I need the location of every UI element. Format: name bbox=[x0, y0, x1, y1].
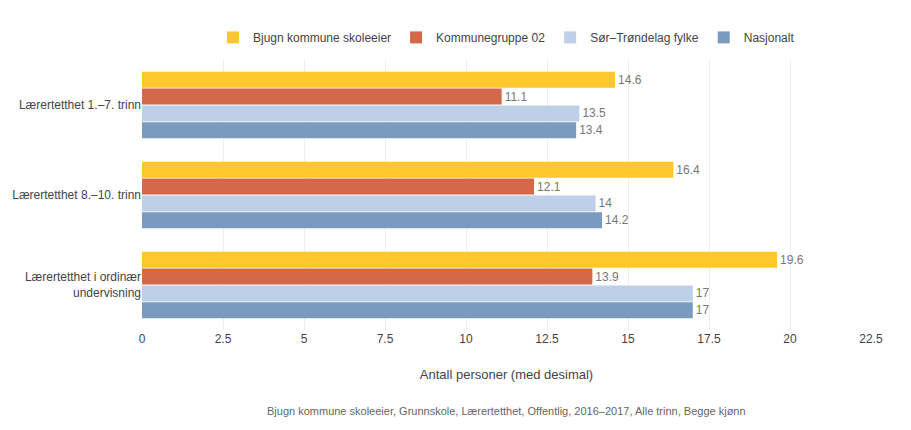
svg-text:10: 10 bbox=[459, 332, 473, 346]
svg-text:Lærertetthet 8.–10. trinn: Lærertetthet 8.–10. trinn bbox=[12, 188, 141, 202]
svg-text:22.5: 22.5 bbox=[859, 332, 883, 346]
svg-text:11.1: 11.1 bbox=[505, 90, 528, 104]
svg-text:13.9: 13.9 bbox=[595, 270, 619, 284]
svg-text:Lærertetthet i ordinærundervis: Lærertetthet i ordinærundervisning bbox=[25, 270, 141, 300]
svg-text:17: 17 bbox=[696, 303, 710, 317]
svg-text:17: 17 bbox=[696, 286, 710, 300]
svg-text:17.5: 17.5 bbox=[697, 332, 721, 346]
svg-text:13.5: 13.5 bbox=[582, 106, 606, 120]
svg-text:Nasjonalt: Nasjonalt bbox=[744, 31, 795, 45]
svg-text:14.6: 14.6 bbox=[618, 73, 642, 87]
svg-text:12.1: 12.1 bbox=[537, 180, 561, 194]
svg-text:Bjugn kommune skoleeier, Grunn: Bjugn kommune skoleeier, Grunnskole, Lær… bbox=[267, 405, 746, 417]
svg-text:16.4: 16.4 bbox=[676, 163, 700, 177]
svg-text:14: 14 bbox=[599, 196, 613, 210]
svg-text:Antall personer (med desimal): Antall personer (med desimal) bbox=[420, 367, 593, 382]
svg-text:19.6: 19.6 bbox=[780, 253, 804, 267]
svg-text:12.5: 12.5 bbox=[535, 332, 559, 346]
svg-text:Lærertetthet 1.–7. trinn: Lærertetthet 1.–7. trinn bbox=[19, 98, 141, 112]
svg-text:5: 5 bbox=[301, 332, 308, 346]
svg-text:Sør–Trøndelag fylke: Sør–Trøndelag fylke bbox=[590, 31, 699, 45]
svg-text:0: 0 bbox=[139, 332, 146, 346]
svg-text:Kommunegruppe 02: Kommunegruppe 02 bbox=[436, 31, 545, 45]
svg-text:7.5: 7.5 bbox=[377, 332, 394, 346]
svg-text:2.5: 2.5 bbox=[215, 332, 232, 346]
svg-text:13.4: 13.4 bbox=[579, 123, 603, 137]
svg-text:Bjugn kommune skoleeier: Bjugn kommune skoleeier bbox=[253, 31, 391, 45]
svg-text:14.2: 14.2 bbox=[605, 213, 629, 227]
svg-text:15: 15 bbox=[621, 332, 635, 346]
svg-text:20: 20 bbox=[783, 332, 797, 346]
